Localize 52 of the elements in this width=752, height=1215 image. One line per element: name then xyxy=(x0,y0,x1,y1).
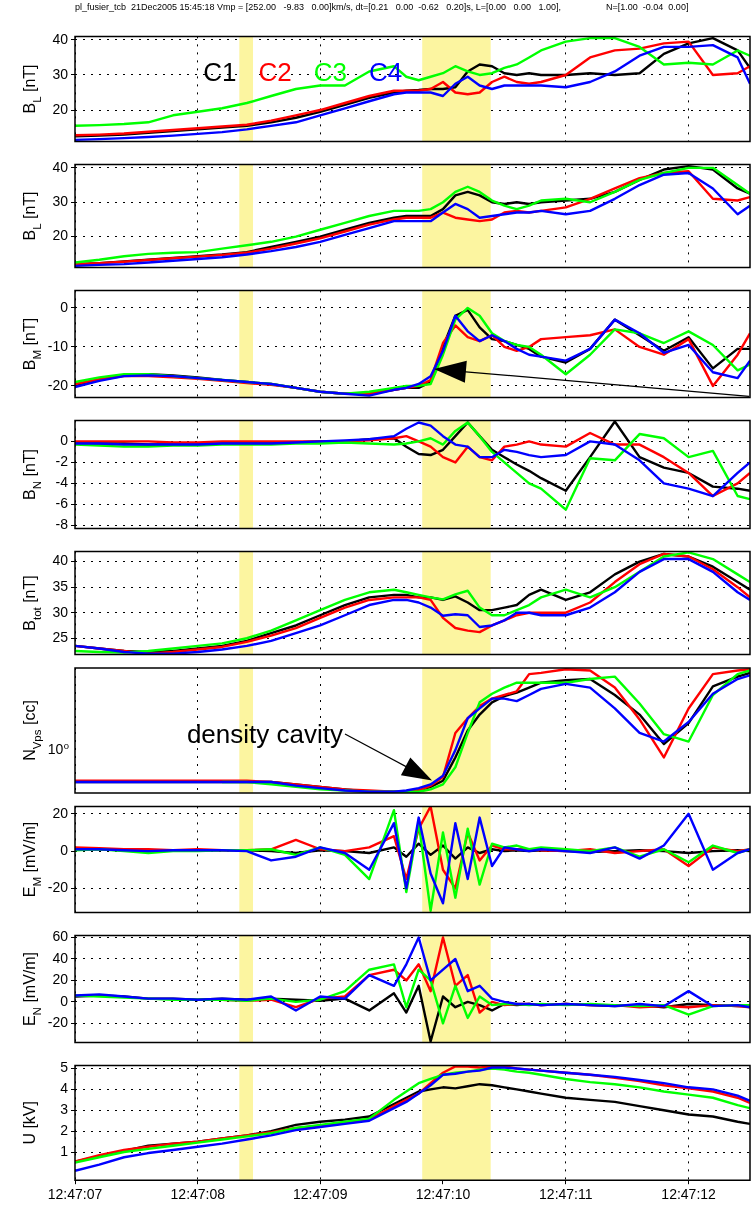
y-axis-title: EN [mV/m] xyxy=(21,951,43,1027)
y-axis-title: U [kV] xyxy=(21,1101,38,1145)
y-tick-label: 0 xyxy=(60,841,69,858)
y-axis-title: BL [nT] xyxy=(21,191,43,241)
y-tick-label: 20 xyxy=(52,804,69,821)
y-tick-label: -20 xyxy=(47,1014,69,1031)
series-label: C1 xyxy=(203,57,237,88)
annotation: density cavity xyxy=(186,719,343,749)
y-tick-label: -10 xyxy=(47,337,69,354)
y-tick-label: 20 xyxy=(52,227,69,244)
y-tick-label: 40 xyxy=(52,30,69,47)
y-tick-label: 40 xyxy=(52,158,69,175)
y-tick-label: -20 xyxy=(47,879,69,896)
y-tick-label: 40 xyxy=(52,949,69,966)
y-axis-title: NVps [cc] xyxy=(21,700,43,761)
series-label: C3 xyxy=(313,57,347,88)
y-tick-label: 30 xyxy=(52,603,69,620)
y-tick-label: -4 xyxy=(55,474,69,491)
y-tick-label: -20 xyxy=(47,376,69,393)
y-tick-label: 25 xyxy=(52,629,69,646)
y-tick-label: 0 xyxy=(60,298,69,315)
y-axis-title: Btot [nT] xyxy=(21,575,43,631)
text: 10⁰ xyxy=(47,741,70,758)
y-tick-label: 60 xyxy=(52,928,69,945)
y-tick-label: 3 xyxy=(60,1101,69,1118)
y-tick-label: 5 xyxy=(60,1059,69,1076)
y-tick-label: -2 xyxy=(55,453,69,470)
y-tick-label: 0 xyxy=(60,432,69,449)
x-tick-label: 12:47:11 xyxy=(539,1186,593,1203)
y-tick-label: 0 xyxy=(60,992,69,1009)
x-tick-label: 12:47:07 xyxy=(47,1186,103,1203)
y-axis-title: BN [nT] xyxy=(21,448,43,500)
y-axis-title: EM [mV/m] xyxy=(21,821,43,898)
y-tick-label: 1 xyxy=(60,1142,69,1159)
x-tick-label: 12:47:12 xyxy=(661,1186,717,1203)
y-tick-label: -8 xyxy=(55,516,69,533)
y-tick-label: 40 xyxy=(52,552,69,569)
y-tick-label: 4 xyxy=(60,1080,69,1097)
chart-title: pl_fusier_tcb 21Dec2005 15:45:18 Vmp = [252.00 -9.83 0.00]km/s, dt=[0.21 0.00 -0.62 0.20]s, L=[0.00 0.00 1.00], N=[1.00 -0.04 0.00] xyxy=(75,2,689,12)
x-tick-label: 12:47:08 xyxy=(170,1186,226,1203)
y-tick-label: 30 xyxy=(52,193,69,210)
y-axis-title: BM [nT] xyxy=(21,317,43,371)
y-tick-label: 2 xyxy=(60,1122,69,1139)
series-label: C2 xyxy=(258,57,292,88)
y-tick-label: 30 xyxy=(52,65,69,82)
y-tick-label: 20 xyxy=(52,971,69,988)
y-tick-label: 20 xyxy=(52,100,69,117)
y-tick-label: 35 xyxy=(52,578,69,595)
x-tick-label: 12:47:09 xyxy=(292,1186,348,1203)
y-axis-title: BL [nT] xyxy=(21,64,43,114)
x-tick-label: 12:47:10 xyxy=(415,1186,471,1203)
y-tick-label: -6 xyxy=(55,495,69,512)
